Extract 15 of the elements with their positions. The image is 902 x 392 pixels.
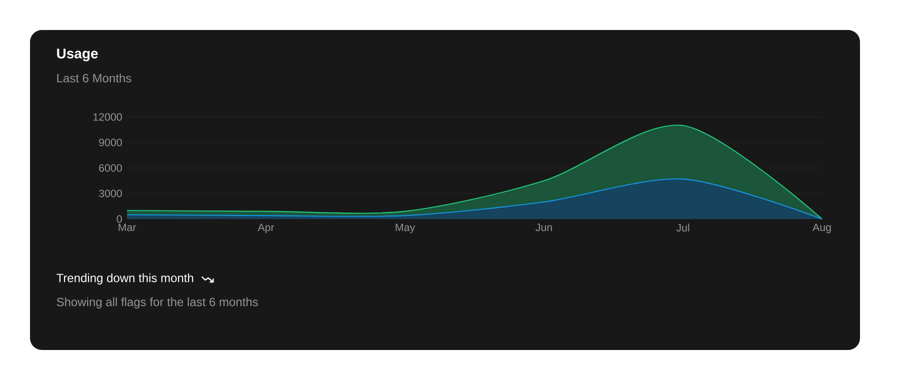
text: Trending down this month	[56, 273, 194, 285]
x-tick-label: Jul	[676, 224, 690, 232]
x-tick-label: Aug	[812, 224, 831, 234]
chart-subtitle: Last 6 Months	[57, 74, 132, 82]
y-tick-label: 6000	[99, 164, 122, 172]
x-tick-label: Apr	[258, 224, 274, 234]
x-tick-label: May	[396, 224, 416, 234]
y-tick-label: 0	[116, 215, 122, 223]
x-tick-label: Mar	[118, 224, 136, 232]
text: Showing all flags for the last 6 months	[56, 297, 258, 309]
x-tick-label: Jun	[536, 224, 552, 232]
y-tick-label: 9000	[99, 138, 122, 146]
y-tick-label: 12000	[93, 113, 122, 121]
y-tick-label: 3000	[98, 190, 122, 198]
chart-title: Usage	[57, 48, 98, 62]
